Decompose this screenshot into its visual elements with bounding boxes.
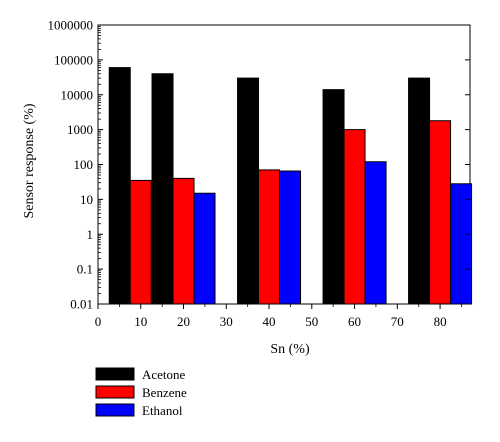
- y-axis: 0.01 0.1 1 10 100 1000 10000 100000 1000000: [48, 18, 470, 312]
- y-tick-label: 1: [87, 227, 94, 242]
- legend-swatch-ethanol: [95, 403, 135, 417]
- bars-layer: [108, 67, 473, 305]
- x-tick-label: 60: [348, 314, 361, 329]
- bar-acetone-60: [322, 89, 345, 305]
- bar-acetone-80: [408, 77, 431, 305]
- x-tick-label: 10: [134, 314, 147, 329]
- bar-ethanol-60: [364, 161, 387, 305]
- bar-benzene-10: [129, 179, 152, 305]
- legend-label-acetone: Acetone: [142, 367, 186, 382]
- x-axis: 0 10 20 30 40 50 60 70 80: [95, 304, 462, 329]
- legend-swatch-acetone: [95, 367, 135, 381]
- x-tick-label: 0: [95, 314, 102, 329]
- x-axis-title: Sn (%): [270, 342, 310, 357]
- x-tick-label: 70: [391, 314, 404, 329]
- bar-acetone-40: [237, 77, 260, 305]
- legend: Acetone Benzene Ethanol: [95, 367, 187, 418]
- legend-label-ethanol: Ethanol: [142, 403, 183, 418]
- bar-benzene-20: [172, 177, 195, 305]
- y-axis-title: Sensor response (%): [22, 103, 37, 218]
- x-tick-label: 30: [220, 314, 233, 329]
- bar-ethanol-20: [193, 192, 216, 305]
- legend-swatch-benzene: [95, 385, 135, 399]
- y-tick-label: 100: [74, 157, 94, 172]
- x-tick-label: 50: [305, 314, 318, 329]
- bar-ethanol-80: [450, 183, 473, 305]
- y-tick-label: 0.01: [70, 297, 93, 312]
- bar-ethanol-40: [279, 170, 302, 305]
- bar-benzene-60: [343, 129, 366, 305]
- legend-label-benzene: Benzene: [142, 385, 187, 400]
- y-tick-label: 1000000: [48, 18, 94, 33]
- bar-benzene-80: [429, 120, 452, 305]
- bar-acetone-20: [151, 73, 174, 305]
- x-tick-label: 40: [263, 314, 276, 329]
- y-tick-label: 10: [80, 192, 93, 207]
- x-tick-label: 80: [434, 314, 447, 329]
- bar-benzene-40: [258, 169, 281, 305]
- y-tick-label: 100000: [54, 52, 93, 67]
- y-tick-label: 0.1: [77, 262, 93, 277]
- y-tick-label: 10000: [61, 87, 94, 102]
- y-tick-label: 1000: [67, 122, 93, 137]
- bar-acetone-10: [108, 67, 131, 305]
- x-tick-label: 20: [177, 314, 190, 329]
